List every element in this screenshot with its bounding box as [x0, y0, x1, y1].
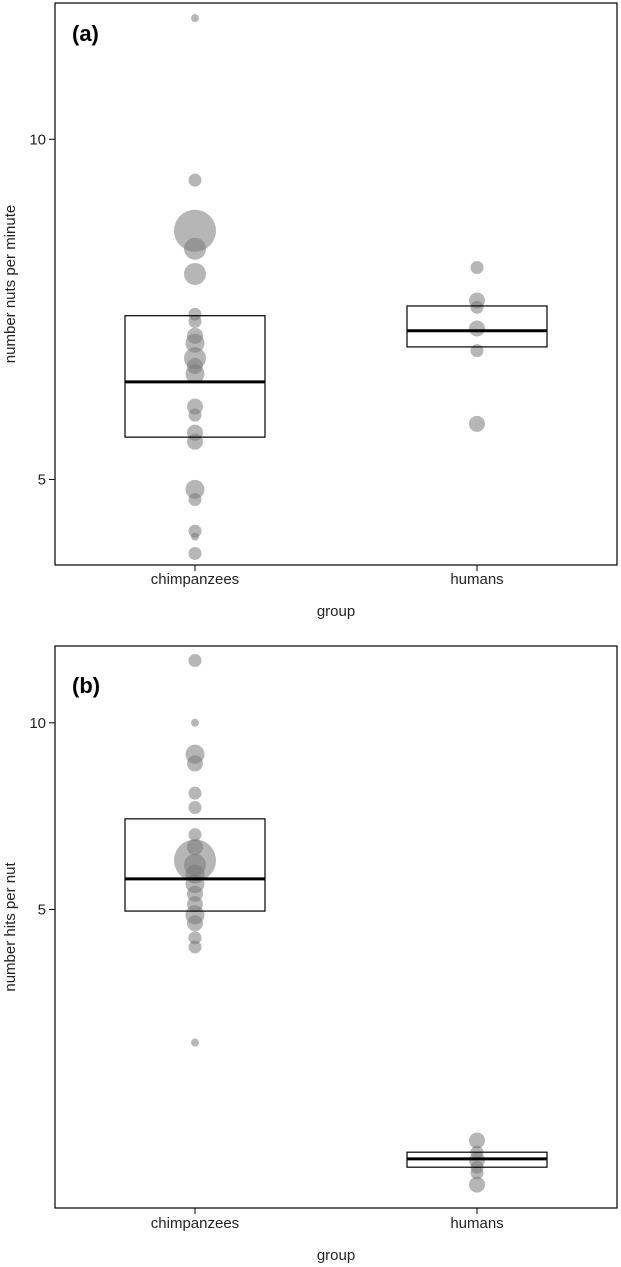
data-point-humans-23: [470, 300, 484, 314]
iqr-box-chimpanzees: [124, 818, 266, 912]
data-point-humans-23: [470, 1166, 484, 1180]
data-point-humans-21: [470, 261, 484, 275]
data-point-chimpanzees-17: [188, 940, 202, 954]
data-point-humans-26: [469, 415, 485, 432]
panel-b-plot-frame: [54, 645, 618, 1209]
data-point-chimpanzees-3: [184, 237, 206, 260]
panel-a: (a) 5 10 number nuts per minute chimpanze…: [2, 2, 618, 620]
data-point-chimpanzees-19: [191, 532, 199, 541]
data-point-chimpanzees-16: [185, 479, 205, 499]
data-point-chimpanzees-13: [188, 408, 202, 422]
panel-b-x-tick-label-chimpanzees: chimpanzees: [151, 1215, 239, 1232]
data-point-chimpanzees-3: [187, 755, 203, 772]
data-point-chimpanzees-1: [191, 718, 199, 727]
data-point-chimpanzees-4: [184, 262, 206, 285]
panel-b-boxes: [124, 818, 548, 1168]
panel-b-x-tick-label-humans: humans: [450, 1215, 503, 1232]
data-point-chimpanzees-16: [188, 931, 202, 945]
data-point-humans-24: [469, 1176, 485, 1193]
y-tick-label-5: 5: [38, 901, 46, 918]
panel-b-points: [174, 654, 485, 1193]
data-point-chimpanzees-5: [188, 801, 202, 815]
data-point-humans-24: [469, 320, 485, 337]
panel-b: (b) 510 number hits per nut chimpanzees …: [2, 645, 618, 1264]
panel-a-y-axis-title: number nuts per minute: [2, 205, 19, 363]
panel-b-y-axis-title: number hits per nut: [2, 862, 19, 992]
data-point-humans-19: [469, 1132, 485, 1149]
panel-b-x-axis-title: group: [317, 1247, 355, 1264]
y-tick-label-10: 10: [29, 131, 46, 148]
data-point-chimpanzees-0: [191, 14, 199, 23]
data-point-chimpanzees-15: [187, 433, 203, 450]
data-point-chimpanzees-8: [185, 333, 205, 353]
panel-a-points: [174, 14, 485, 560]
data-point-chimpanzees-0: [188, 654, 202, 668]
panel-a-x-tick-label-humans: humans: [450, 571, 503, 588]
panel-a-plot-frame: [54, 2, 618, 566]
data-point-chimpanzees-20: [188, 546, 202, 560]
panel-a-x-tick-label-chimpanzees: chimpanzees: [151, 571, 239, 588]
data-point-chimpanzees-4: [188, 786, 202, 800]
y-tick-label-10: 10: [29, 715, 46, 732]
data-point-chimpanzees-2: [174, 209, 216, 252]
panel-a-x-axis-title: group: [317, 603, 355, 620]
data-point-chimpanzees-1: [188, 173, 202, 187]
iqr-box-humans: [406, 305, 548, 348]
y-tick-label-5: 5: [38, 471, 46, 488]
data-point-chimpanzees-15: [187, 915, 203, 932]
panel-a-y-ticks: 5 10: [29, 131, 55, 488]
iqr-box-chimpanzees: [124, 315, 266, 438]
data-point-chimpanzees-18: [191, 1038, 199, 1047]
panel-b-y-ticks: 5 10: [29, 715, 55, 918]
panel-a-label: (a): [72, 21, 99, 46]
data-point-chimpanzees-6: [188, 314, 202, 328]
data-point-chimpanzees-11: [185, 364, 205, 384]
data-point-chimpanzees-6: [188, 828, 202, 842]
panel-b-label: (b): [72, 673, 100, 698]
panel-a-boxes: [124, 305, 548, 438]
data-point-chimpanzees-17: [188, 492, 202, 506]
data-point-humans-25: [470, 344, 484, 358]
